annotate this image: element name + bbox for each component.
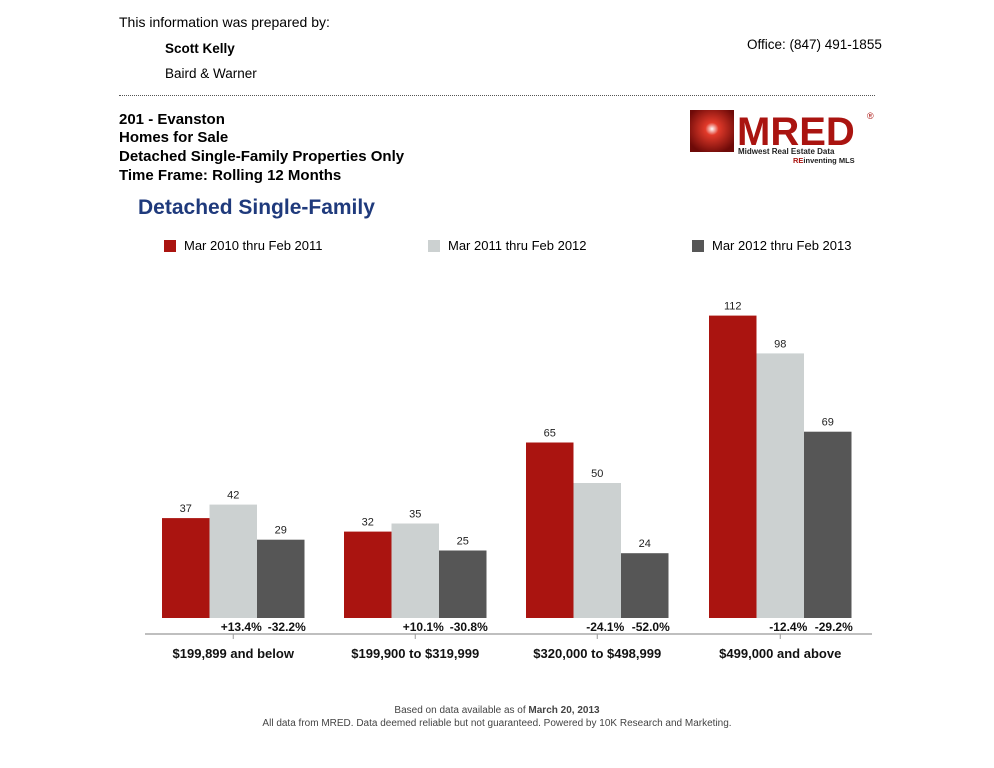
bar-2-series-1 xyxy=(344,531,392,618)
legend-swatch-series-2 xyxy=(428,239,440,252)
logo-sub-tagline-rest: inventing MLS xyxy=(803,156,854,165)
pct-change-3-a: -24.1% xyxy=(586,620,624,634)
bar-4-series-1 xyxy=(709,315,757,618)
report-type: Homes for Sale xyxy=(119,129,229,146)
bar-2-series-3 xyxy=(439,550,487,618)
data-label-3-series-1: 65 xyxy=(544,428,556,440)
legend-item-series-3: Mar 2012 thru Feb 2013 xyxy=(692,238,851,253)
legend-swatch-series-1 xyxy=(164,239,176,252)
pct-change-4-b: -29.2% xyxy=(815,620,853,634)
data-label-3-series-2: 50 xyxy=(591,468,603,480)
pct-change-1-a: +13.4% xyxy=(221,620,262,634)
logo-text: MRED xyxy=(737,110,855,154)
data-label-2-series-1: 32 xyxy=(362,517,374,529)
header-divider xyxy=(119,95,875,96)
data-label-2-series-3: 25 xyxy=(457,536,469,548)
report-area: 201 - Evanston xyxy=(119,111,225,128)
logo-mark-icon xyxy=(690,110,734,152)
bar-1-series-2 xyxy=(209,504,257,618)
footer-disclaimer: All data from MRED. Data deemed reliable… xyxy=(262,718,732,729)
chart-title: Detached Single-Family xyxy=(138,196,375,219)
bar-3-series-1 xyxy=(526,442,574,618)
prepared-by-label: This information was prepared by: xyxy=(119,14,330,30)
data-label-1-series-1: 37 xyxy=(180,503,192,515)
legend-label-series-2: Mar 2011 thru Feb 2012 xyxy=(448,238,587,253)
bar-3-series-3 xyxy=(621,553,669,618)
footer-data-date: Based on data available as of March 20, … xyxy=(0,705,994,716)
footer-date: March 20, 2013 xyxy=(528,705,600,716)
legend-label-series-3: Mar 2012 thru Feb 2013 xyxy=(712,238,852,253)
mred-logo: MRED ® Midwest Real Estate Data REinvent… xyxy=(690,110,874,165)
pct-change-4-a: -12.4% xyxy=(769,620,807,634)
legend-label-series-1: Mar 2010 thru Feb 2011 xyxy=(184,238,323,253)
pct-change-2-a: +10.1% xyxy=(403,620,444,634)
legend-item-series-2: Mar 2011 thru Feb 2012 xyxy=(428,238,587,253)
footer-prefix: Based on data available as of xyxy=(394,705,529,716)
data-label-4-series-1: 112 xyxy=(724,301,742,313)
data-label-4-series-3: 69 xyxy=(822,417,834,429)
bar-1-series-3 xyxy=(257,539,305,618)
data-label-3-series-3: 24 xyxy=(639,538,651,550)
report-properties: Detached Single-Family Properties Only xyxy=(119,148,405,165)
bar-3-series-2 xyxy=(573,483,621,618)
data-label-1-series-2: 42 xyxy=(227,490,239,502)
legend-swatch-series-3 xyxy=(692,239,704,252)
category-label-4: $499,000 and above xyxy=(719,646,841,661)
category-label-3: $320,000 to $498,999 xyxy=(533,646,661,661)
legend-item-series-1: Mar 2010 thru Feb 2011 xyxy=(164,238,323,253)
category-label-1: $199,899 and below xyxy=(173,646,295,661)
logo-tagline: Midwest Real Estate Data xyxy=(738,147,835,156)
agent-company: Baird & Warner xyxy=(165,66,257,81)
pct-change-3-b: -52.0% xyxy=(632,620,670,634)
category-label-2: $199,900 to $319,999 xyxy=(351,646,479,661)
logo-sub-tagline: REinventing MLS xyxy=(793,156,855,165)
report-time-frame: Time Frame: Rolling 12 Months xyxy=(119,167,342,184)
office-phone: Office: (847) 491-1855 xyxy=(747,37,882,52)
data-label-1-series-3: 29 xyxy=(275,525,287,537)
bar-4-series-3 xyxy=(804,431,852,618)
bar-2-series-2 xyxy=(391,523,439,618)
pct-change-1-b: -32.2% xyxy=(268,620,306,634)
logo-registered: ® xyxy=(867,111,874,121)
data-label-2-series-2: 35 xyxy=(409,509,421,521)
pct-change-2-b: -30.8% xyxy=(450,620,488,634)
bar-4-series-2 xyxy=(756,353,804,618)
logo-sub-tagline-prefix: RE xyxy=(793,156,803,165)
agent-name: Scott Kelly xyxy=(165,41,235,56)
bar-1-series-1 xyxy=(162,518,210,618)
data-label-4-series-2: 98 xyxy=(774,338,786,350)
